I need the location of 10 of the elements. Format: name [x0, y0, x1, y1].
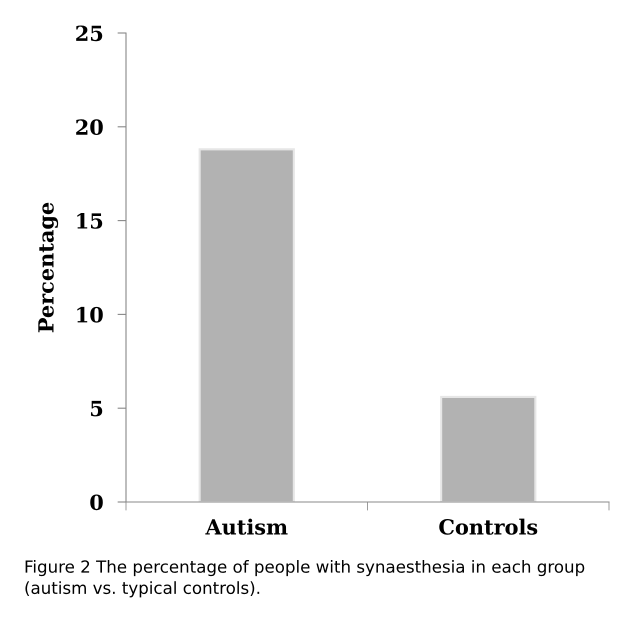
y-tick-label: 5: [90, 400, 102, 416]
y-tick-label: 20: [76, 119, 103, 136]
x-tick-label: Autism: [205, 518, 288, 535]
x-tick-label: Controls: [439, 518, 538, 535]
y-tick-label: 0: [90, 494, 103, 510]
y-tick-label: 15: [77, 213, 102, 229]
caption: Figure 2 The percentage of people with synaesthesia in each group (autism vs. typical controls).: [25, 560, 584, 598]
y-tick-label: 10: [77, 306, 103, 323]
y-axis-title: Percentage: [38, 202, 58, 332]
y-tick-label: 25: [76, 25, 102, 42]
